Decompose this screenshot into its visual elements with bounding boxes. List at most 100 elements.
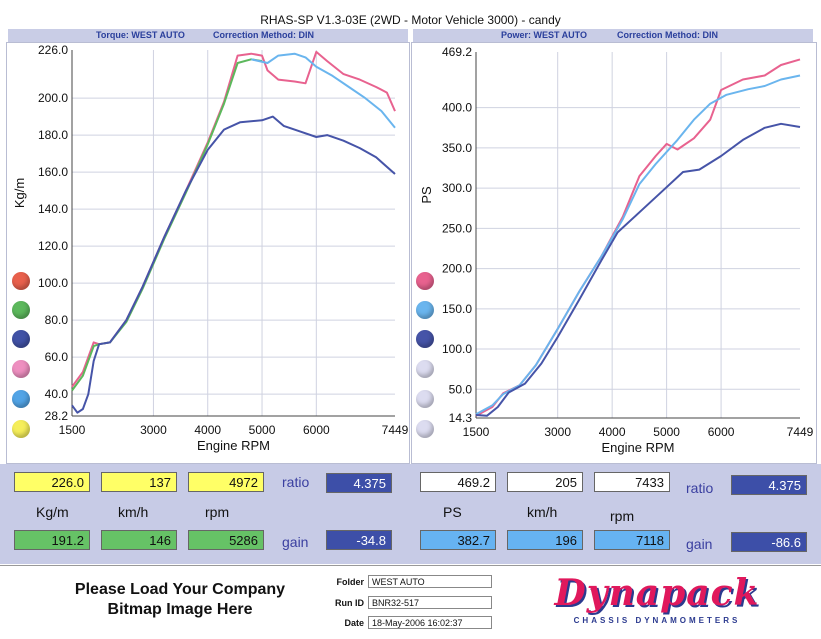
report-title: RHAS-SP V1.3-03E (2WD - Motor Vehicle 30… [260, 13, 561, 27]
gain-value-right: -86.6 [731, 532, 807, 552]
power-y-tick-label: 350.0 [442, 141, 472, 155]
unit-label-kmh-right: km/h [527, 504, 558, 520]
company-line-1: Please Load Your Company [74, 581, 286, 598]
legend-dot-9[interactable] [416, 330, 434, 348]
folder-value: WEST AUTO [368, 575, 492, 588]
power-y-axis-label: PS [419, 186, 434, 204]
power-y-tick-label: 469.2 [442, 45, 472, 59]
torque-y-tick-label: 80.0 [45, 313, 69, 327]
power-y-tick-label: 300.0 [442, 181, 472, 195]
cursor-torque-value: 191.2 [14, 530, 90, 550]
cursor-power-rpm: 7118 [594, 530, 670, 550]
power-y-tick-label: 150.0 [442, 302, 472, 316]
legend-dot-5[interactable] [12, 390, 30, 408]
torque-y-tick-label: 140.0 [38, 202, 68, 216]
torque-y-tick-label: 160.0 [38, 165, 68, 179]
torque-x-tick-label: 1500 [59, 423, 86, 437]
ratio-label-right: ratio [686, 480, 714, 496]
power-y-tick-label: 200.0 [442, 262, 472, 276]
max-power-rpm: 7433 [594, 472, 670, 492]
unit-label-kgm: Kg/m [36, 504, 69, 520]
power-series-line-2 [475, 74, 801, 416]
torque-series-line-1 [71, 50, 396, 388]
cursor-power-value: 382.7 [420, 530, 496, 550]
ratio-label-left: ratio [282, 474, 310, 490]
torque-y-tick-label: 120.0 [38, 239, 68, 253]
ratio-value-left: 4.375 [326, 473, 392, 493]
legend-dot-12[interactable] [416, 420, 434, 438]
folder-label: Folder [336, 577, 364, 587]
max-torque-value: 226.0 [14, 472, 90, 492]
torque-x-tick-label: 5000 [249, 423, 276, 437]
legend-dot-3[interactable] [12, 330, 30, 348]
run-id-value: BNR32-517 [368, 596, 492, 609]
max-torque-rpm: 4972 [188, 472, 264, 492]
power-panel: 1500 3000 4000 5000 6000 7449 14.3 50.0 100.0 150… [411, 42, 817, 464]
legend-dot-8[interactable] [416, 301, 434, 319]
torque-series-line-4 [71, 115, 396, 414]
torque-y-tick-label: 180.0 [38, 128, 68, 142]
torque-chart: 1500 3000 4000 5000 6000 7449 28.2 40.0 60.0 80.0… [12, 43, 409, 453]
power-y-tick-label: 400.0 [442, 101, 472, 115]
unit-label-rpm-right: rpm [610, 508, 635, 524]
power-chart: 1500 3000 4000 5000 6000 7449 14.3 50.0 100.0 150… [419, 45, 814, 455]
readings-bar: 226.0 137 4972 ratio 4.375 Kg/m km/h rpm… [0, 464, 821, 564]
torque-panel: 1500 3000 4000 5000 6000 7449 28.2 40.0 60.0 80.0… [6, 42, 410, 464]
unit-label-ps: PS [443, 504, 462, 520]
right-subheader: Power: WEST AUTO Correction Method: DIN [413, 29, 813, 42]
power-y-tick-label: 14.3 [449, 411, 473, 425]
legend-dot-1[interactable] [12, 272, 30, 290]
logo-wordmark: Dynapack [554, 572, 760, 614]
cursor-torque-rpm: 5286 [188, 530, 264, 550]
torque-x-tick-label: 3000 [140, 423, 167, 437]
power-y-tick-label: 100.0 [442, 342, 472, 356]
power-x-tick-label: 5000 [653, 425, 680, 439]
torque-series-line-2 [71, 58, 263, 392]
power-x-axis-label: Engine RPM [602, 440, 675, 455]
torque-y-tick-label: 100.0 [38, 276, 68, 290]
torque-y-tick-label: 28.2 [45, 409, 69, 423]
cursor-torque-speed: 146 [101, 530, 177, 550]
power-source-label: Power: WEST AUTO [501, 30, 588, 40]
power-y-tick-label: 250.0 [442, 221, 472, 235]
legend-dot-4[interactable] [12, 360, 30, 378]
left-subheader: Torque: WEST AUTO Correction Method: DIN [8, 29, 408, 42]
torque-y-tick-label: 60.0 [45, 350, 69, 364]
torque-y-axis-label: Kg/m [12, 178, 27, 208]
power-x-tick-label: 1500 [463, 425, 490, 439]
torque-y-tick-label: 226.0 [38, 43, 68, 57]
company-placeholder: Please Load Your Company Bitmap Image He… [40, 580, 320, 620]
torque-x-tick-label: 6000 [303, 423, 330, 437]
legend-dot-7[interactable] [416, 272, 434, 290]
power-y-tick-label: 50.0 [449, 382, 473, 396]
power-series-line-3 [475, 122, 801, 417]
power-x-tick-label: 7449 [787, 425, 814, 439]
torque-series-line-3 [250, 52, 396, 129]
footer: Please Load Your Company Bitmap Image He… [0, 565, 821, 639]
torque-source-label: Torque: WEST AUTO [96, 30, 185, 40]
torque-y-tick-label: 200.0 [38, 91, 68, 105]
power-x-tick-label: 4000 [599, 425, 626, 439]
gain-value-left: -34.8 [326, 530, 392, 550]
date-value: 18-May-2006 16:02:37 [368, 616, 492, 629]
run-id-label: Run ID [335, 598, 364, 608]
dynapack-logo: Dynapack CHASSIS DYNAMOMETERS [512, 572, 802, 632]
legend-dot-2[interactable] [12, 301, 30, 319]
right-correction-label: Correction Method: DIN [617, 30, 718, 40]
torque-x-tick-label: 4000 [194, 423, 221, 437]
cursor-power-speed: 196 [507, 530, 583, 550]
power-x-tick-label: 6000 [708, 425, 735, 439]
legend-dot-6[interactable] [12, 420, 30, 438]
legend-dot-10[interactable] [416, 360, 434, 378]
max-power-value: 469.2 [420, 472, 496, 492]
torque-y-tick-label: 40.0 [45, 387, 69, 401]
date-label: Date [344, 618, 364, 628]
torque-x-axis-label: Engine RPM [197, 438, 270, 453]
left-correction-label: Correction Method: DIN [213, 30, 314, 40]
max-power-speed: 205 [507, 472, 583, 492]
unit-label-kmh-left: km/h [118, 504, 149, 520]
max-torque-speed: 137 [101, 472, 177, 492]
company-line-2: Bitmap Image Here [107, 601, 253, 618]
legend-dot-11[interactable] [416, 390, 434, 408]
gain-label-right: gain [686, 536, 713, 552]
